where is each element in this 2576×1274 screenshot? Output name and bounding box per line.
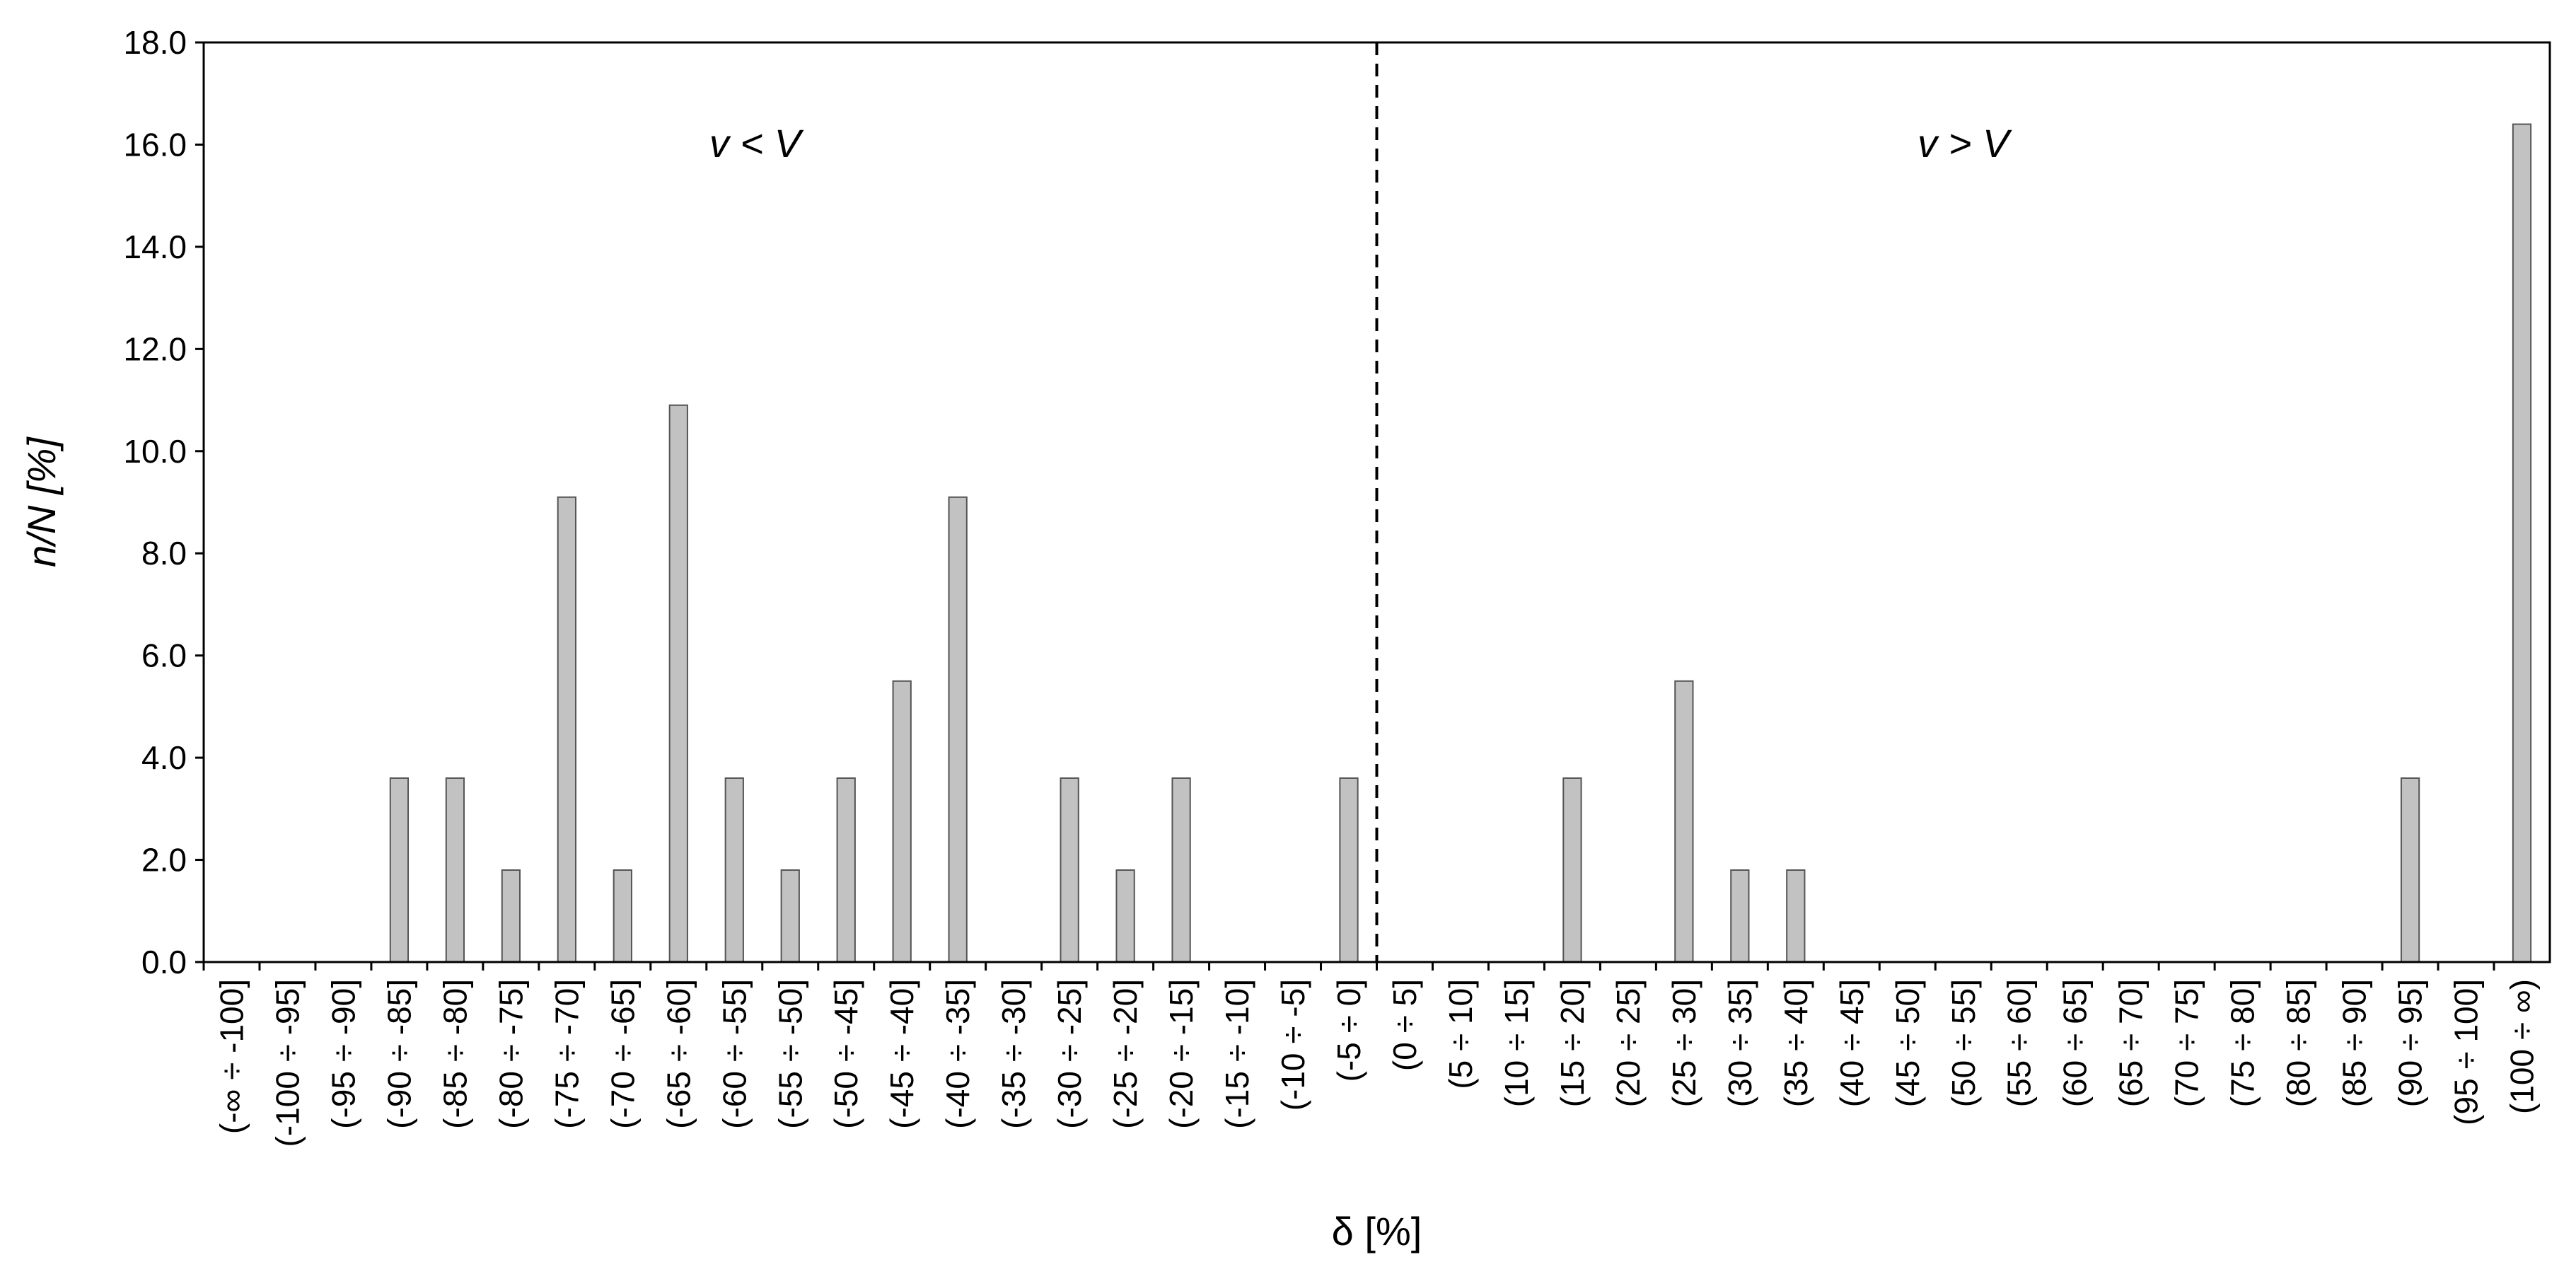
x-tick-label: (60 ÷ 65] [2057,979,2094,1107]
x-tick-label: (-75 ÷ -70] [548,979,585,1129]
bar [2400,777,2420,963]
x-tick-label: (-10 ÷ -5] [1275,979,1311,1111]
x-tick-label: (0 ÷ 5] [1386,979,1423,1071]
bar [445,777,465,963]
bar [1562,777,1582,963]
bar [892,680,912,963]
bar [1060,777,1079,963]
x-tick-label: (-30 ÷ -25] [1051,979,1088,1129]
region-label-right: v > V [1918,121,2012,166]
bar [1730,869,1750,963]
y-axis-title: n/N [%] [19,436,64,567]
x-tick-label: (5 ÷ 10] [1442,979,1479,1089]
x-axis-ticks: (-∞ ÷ -100] (-100 ÷ -95] (-95 ÷ -90] (-90 ÷… [202,962,2541,1147]
x-tick-label: (40 ÷ 45] [1833,979,1870,1107]
bars [389,123,2532,963]
x-tick-label: (50 ÷ 55] [1945,979,1982,1107]
x-tick-label: (-60 ÷ -55] [716,979,753,1129]
bar [613,869,632,963]
x-tick-label: (-65 ÷ -60] [660,979,697,1129]
bar [1171,777,1191,963]
bar [780,869,800,963]
x-tick-label: (75 ÷ 80] [2224,979,2261,1107]
x-tick-label: (-∞ ÷ -100] [213,979,250,1134]
x-tick-label: (80 ÷ 85] [2280,979,2317,1107]
x-tick-label: (35 ÷ 40] [1777,979,1814,1107]
y-tick-label: 4.0 [141,739,187,776]
y-axis-ticks: 0.0 2.0 4.0 6.0 8.0 10.0 12.0 14.0 16.0 18.0 [123,24,204,980]
x-tick-label: (-5 ÷ 0] [1330,979,1367,1082]
x-tick-label: (10 ÷ 15] [1498,979,1535,1107]
y-tick-label: 6.0 [141,637,187,674]
x-axis-title: δ [%] [1332,1209,1422,1253]
y-tick-label: 2.0 [141,842,187,879]
bar [1115,869,1135,963]
y-tick-label: 16.0 [123,126,187,163]
bar [724,777,744,963]
y-tick-label: 12.0 [123,330,187,367]
x-tick-label: (55 ÷ 60] [2001,979,2038,1107]
x-tick-label: (-20 ÷ -15] [1163,979,1200,1129]
x-tick-label: (-100 ÷ -95] [269,979,306,1147]
x-tick-label: (30 ÷ 35] [1722,979,1758,1107]
x-tick-label: (-55 ÷ -50] [772,979,808,1129]
x-tick-label: (20 ÷ 25] [1610,979,1647,1107]
x-tick-label: (65 ÷ 70] [2113,979,2149,1107]
x-tick-label: (25 ÷ 30] [1666,979,1702,1107]
x-tick-label: (-90 ÷ -85] [381,979,417,1129]
x-tick-label: (-70 ÷ -65] [604,979,641,1129]
bar [948,496,968,963]
x-tick-label: (-45 ÷ -40] [883,979,920,1129]
x-tick-label: (-15 ÷ -10] [1219,979,1255,1129]
x-tick-label: (-40 ÷ -35] [939,979,976,1129]
y-tick-label: 8.0 [141,535,187,572]
x-tick-label: (95 ÷ 100] [2448,979,2485,1125]
y-tick-label: 10.0 [123,433,187,470]
y-tick-label: 14.0 [123,228,187,265]
plot-frame [202,41,2551,963]
x-tick-label: (-35 ÷ -30] [995,979,1032,1129]
x-tick-label: (-95 ÷ -90] [325,979,361,1129]
x-tick-label: (90 ÷ 95] [2392,979,2429,1107]
x-tick-label: (45 ÷ 50] [1889,979,1926,1107]
x-tick-label: (100 ÷ ∞) [2504,979,2541,1114]
region-label-left: v < V [709,121,804,166]
x-tick-label: (70 ÷ 75] [2169,979,2205,1107]
x-tick-label: (-80 ÷ -75] [492,979,529,1129]
x-tick-label: (-25 ÷ -20] [1107,979,1144,1129]
bar [1674,680,1694,963]
y-tick-label: 0.0 [141,944,187,980]
bar [501,869,521,963]
bar [1339,777,1359,963]
y-tick-label: 18.0 [123,24,187,61]
bar [1786,869,1806,963]
bar [2512,123,2532,963]
bar [668,404,688,963]
x-tick-label: (-85 ÷ -80] [436,979,473,1129]
x-tick-label: (15 ÷ 20] [1554,979,1591,1107]
bar [557,496,576,963]
bar [389,777,410,963]
x-tick-label: (-50 ÷ -45] [828,979,864,1129]
bar [836,777,856,963]
x-tick-label: (85 ÷ 90] [2336,979,2373,1107]
